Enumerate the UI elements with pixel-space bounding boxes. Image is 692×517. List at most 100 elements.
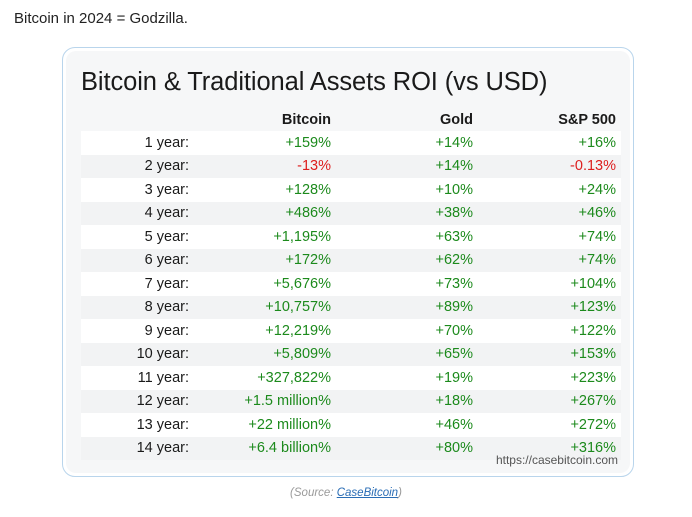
caption-suffix: ) [398, 487, 402, 499]
header-period [81, 108, 189, 131]
cell-spacer [616, 201, 621, 225]
table-row: 10 year: +5,809% +65% +153% [81, 342, 621, 366]
table-header-row: Bitcoin Gold S&P 500 [81, 108, 621, 131]
roi-table: Bitcoin Gold S&P 500 1 year: +159% +14% +16… [81, 108, 621, 460]
cell-spacer [616, 131, 621, 155]
cell-period: 11 year: [81, 366, 189, 390]
header-gold: Gold [439, 111, 473, 128]
cell-sp500: -0.13% [473, 154, 616, 178]
cell-sp500: +74% [473, 248, 616, 272]
cell-bitcoin: +5,809% [189, 342, 331, 366]
cell-period: 14 year: [81, 436, 189, 460]
table-row: 4 year: +486% +38% +46% [81, 201, 621, 225]
table-row: 14 year: +6.4 billion% +80% +316% [81, 436, 621, 460]
cell-spacer [616, 366, 621, 390]
cell-bitcoin: +6.4 billion% [189, 436, 331, 460]
cell-period: 1 year: [81, 131, 189, 155]
cell-gold: +18% [331, 389, 473, 413]
cell-gold: +10% [331, 178, 473, 202]
cell-sp500: +316% [473, 436, 616, 460]
cell-sp500: +104% [473, 272, 616, 296]
table-row: 7 year: +5,676% +73% +104% [81, 272, 621, 296]
cell-period: 8 year: [81, 295, 189, 319]
cell-sp500: +267% [473, 389, 616, 413]
image-caption: (Source: CaseBitcoin) [0, 487, 692, 499]
cell-bitcoin: +128% [189, 178, 331, 202]
cell-period: 9 year: [81, 319, 189, 343]
cell-bitcoin: +22 million% [189, 413, 331, 437]
cell-gold: +14% [331, 131, 473, 155]
table-row: 11 year: +327,822% +19% +223% [81, 366, 621, 390]
card-background: Bitcoin & Traditional Assets ROI (vs USD… [66, 51, 630, 473]
cell-gold: +38% [331, 201, 473, 225]
cell-spacer [616, 436, 621, 460]
card-title: Bitcoin & Traditional Assets ROI (vs USD… [81, 68, 548, 96]
cell-spacer [616, 342, 621, 366]
cell-sp500: +46% [473, 201, 616, 225]
cell-bitcoin: +172% [189, 248, 331, 272]
cell-gold: +65% [331, 342, 473, 366]
cell-period: 3 year: [81, 178, 189, 202]
table-row: 2 year: -13% +14% -0.13% [81, 154, 621, 178]
cell-bitcoin: +327,822% [189, 366, 331, 390]
roi-image-card: Bitcoin & Traditional Assets ROI (vs USD… [62, 47, 634, 477]
table-body: 1 year: +159% +14% +16% 2 year: -13% +14% -0.13… [81, 131, 621, 460]
cell-spacer [616, 154, 621, 178]
cell-sp500: +272% [473, 413, 616, 437]
cell-spacer [616, 225, 621, 249]
cell-gold: +63% [331, 225, 473, 249]
cell-gold: +89% [331, 295, 473, 319]
table-row: 6 year: +172% +62% +74% [81, 248, 621, 272]
cell-sp500: +122% [473, 319, 616, 343]
cell-spacer [616, 319, 621, 343]
cell-period: 6 year: [81, 248, 189, 272]
cell-gold: +80% [331, 436, 473, 460]
cell-sp500: +123% [473, 295, 616, 319]
cell-sp500: +24% [473, 178, 616, 202]
table-row: 8 year: +10,757% +89% +123% [81, 295, 621, 319]
cell-spacer [616, 272, 621, 296]
table-row: 12 year: +1.5 million% +18% +267% [81, 389, 621, 413]
cell-bitcoin: +1.5 million% [189, 389, 331, 413]
table-row: 5 year: +1,195% +63% +74% [81, 225, 621, 249]
cell-spacer [616, 248, 621, 272]
cell-spacer [616, 295, 621, 319]
cell-period: 2 year: [81, 154, 189, 178]
cell-bitcoin: +5,676% [189, 272, 331, 296]
cell-bitcoin: +159% [189, 131, 331, 155]
caption-prefix: (Source: [290, 487, 337, 499]
table-row: 1 year: +159% +14% +16% [81, 131, 621, 155]
cell-gold: +73% [331, 272, 473, 296]
cell-period: 10 year: [81, 342, 189, 366]
cell-sp500: +153% [473, 342, 616, 366]
cell-period: 7 year: [81, 272, 189, 296]
source-url: https://casebitcoin.com [495, 453, 618, 467]
cell-period: 4 year: [81, 201, 189, 225]
cell-bitcoin: +1,195% [189, 225, 331, 249]
casebitcoin-link[interactable]: CaseBitcoin [336, 487, 399, 499]
cell-bitcoin: +12,219% [189, 319, 331, 343]
cell-bitcoin: +486% [189, 201, 331, 225]
cell-gold: +70% [331, 319, 473, 343]
table-row: 9 year: +12,219% +70% +122% [81, 319, 621, 343]
cell-spacer [616, 178, 621, 202]
cell-gold: +62% [331, 248, 473, 272]
cell-bitcoin: +10,757% [189, 295, 331, 319]
cell-gold: +14% [331, 154, 473, 178]
cell-gold: +19% [331, 366, 473, 390]
cell-sp500: +223% [473, 366, 616, 390]
cell-sp500: +16% [473, 131, 616, 155]
table-row: 13 year: +22 million% +46% +272% [81, 413, 621, 437]
table-row: 3 year: +128% +10% +24% [81, 178, 621, 202]
header-sp500: S&P 500 [558, 111, 616, 128]
cell-period: 13 year: [81, 413, 189, 437]
cell-spacer [616, 413, 621, 437]
cell-sp500: +74% [473, 225, 616, 249]
header-spacer [616, 108, 621, 131]
cell-spacer [616, 389, 621, 413]
cell-bitcoin: -13% [189, 154, 331, 178]
cell-period: 12 year: [81, 389, 189, 413]
cell-gold: +46% [331, 413, 473, 437]
intro-text: Bitcoin in 2024 = Godzilla. [14, 10, 188, 27]
